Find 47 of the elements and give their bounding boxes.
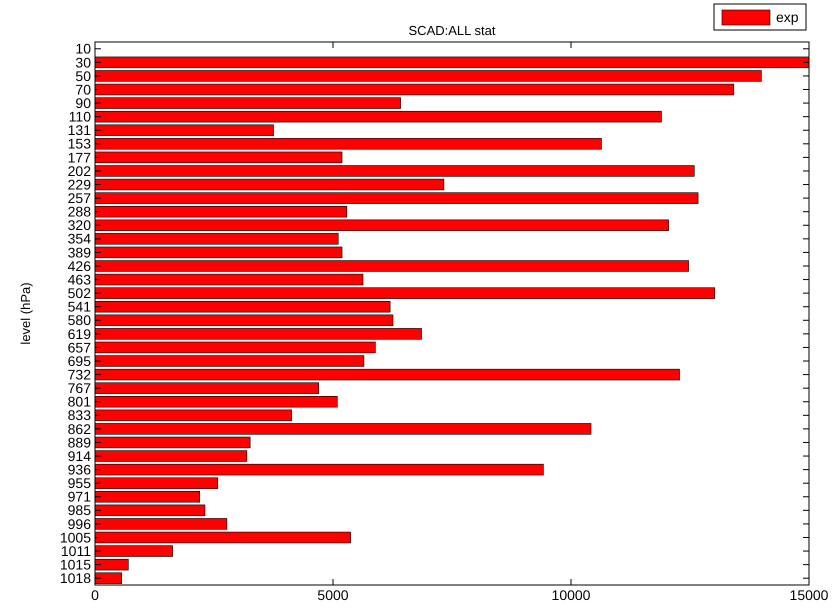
y-tick-label: 229	[68, 176, 92, 192]
y-tick-label: 732	[68, 366, 92, 382]
y-tick-label: 90	[75, 94, 92, 111]
y-tick-label: 426	[68, 258, 92, 274]
y-tick-label: 1018	[60, 570, 92, 586]
y-tick-label: 914	[68, 448, 92, 464]
y-tick-label: 889	[68, 434, 92, 450]
y-tick-label: 177	[68, 149, 92, 166]
y-tick-label: 695	[68, 352, 92, 369]
y-tick-label: 110	[68, 108, 92, 125]
y-tick-label: 257	[68, 190, 92, 206]
y-tick-label: 801	[68, 394, 92, 410]
x-tick-label: 10000	[552, 587, 591, 603]
y-tick-label: 354	[68, 230, 92, 247]
y-tick-label: 389	[68, 244, 92, 260]
y-tick-label: 657	[68, 339, 92, 356]
y-tick-label: 1011	[60, 542, 92, 559]
x-tick-label: 15000	[790, 587, 829, 603]
y-tick-label: 767	[68, 380, 92, 396]
y-tick-label: 320	[68, 217, 92, 234]
y-tick-label: 288	[68, 204, 92, 220]
y-tick-label: 1005	[60, 529, 92, 546]
chart-title: SCAD:ALL stat	[408, 23, 496, 38]
y-tick-label: 50	[75, 68, 92, 84]
x-tick-label: 0	[91, 587, 100, 603]
y-tick-label: 70	[75, 81, 92, 98]
y-tick-label: 153	[68, 136, 92, 152]
y-tick-label: 936	[68, 462, 92, 478]
y-tick-label: 833	[68, 407, 92, 424]
y-tick-label: 541	[68, 298, 92, 315]
y-tick-label: 202	[68, 162, 92, 179]
y-tick-label: 862	[68, 420, 92, 437]
x-tick-label: 5000	[317, 587, 349, 603]
y-tick-label: 30	[75, 54, 92, 70]
y-tick-label: 955	[68, 475, 92, 492]
y-tick-label: 971	[68, 488, 92, 505]
legend-label: exp	[776, 9, 799, 25]
y-tick-label: 502	[68, 285, 92, 302]
y-tick-label: 10	[75, 40, 92, 57]
y-tick-label: 1015	[60, 556, 92, 573]
y-tick-label: 580	[68, 312, 92, 328]
y-tick-label: 463	[68, 271, 92, 288]
y-tick-label: 985	[68, 502, 92, 518]
y-axis-title: level (hPa)	[18, 282, 33, 345]
y-tick-label: 131	[68, 122, 92, 138]
y-tick-label: 996	[68, 516, 92, 532]
y-tick-label: 619	[68, 326, 92, 342]
